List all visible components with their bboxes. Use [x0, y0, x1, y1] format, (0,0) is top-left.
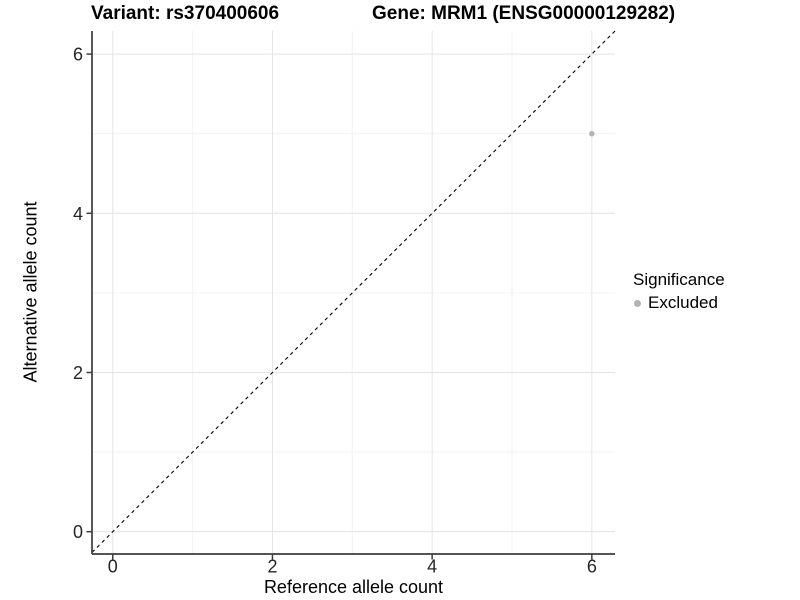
plot-title-variant: Variant: rs370400606	[91, 3, 280, 24]
x-tick-label: 0	[108, 557, 118, 577]
legend-title: Significance	[633, 270, 725, 289]
x-tick-label: 6	[587, 557, 597, 577]
plot-title-gene: Gene: MRM1 (ENSG00000129282)	[372, 3, 676, 24]
legend-item-excluded: Excluded	[633, 293, 725, 313]
y-tick-label: 4	[73, 204, 83, 224]
identity-line	[91, 30, 616, 553]
y-tick-label: 2	[73, 363, 83, 383]
x-tick-label: 4	[427, 557, 437, 577]
x-tick-label: 2	[267, 557, 277, 577]
y-tick-label: 6	[73, 45, 83, 65]
legend-item-label: Excluded	[648, 293, 718, 312]
legend: Significance Excluded	[633, 269, 725, 313]
y-tick-label: 0	[73, 522, 83, 542]
x-axis-title: Reference allele count	[263, 577, 444, 597]
data-point	[589, 130, 595, 137]
y-axis-title: Alternative allele count	[20, 201, 41, 383]
legend-dot-icon	[634, 299, 641, 307]
